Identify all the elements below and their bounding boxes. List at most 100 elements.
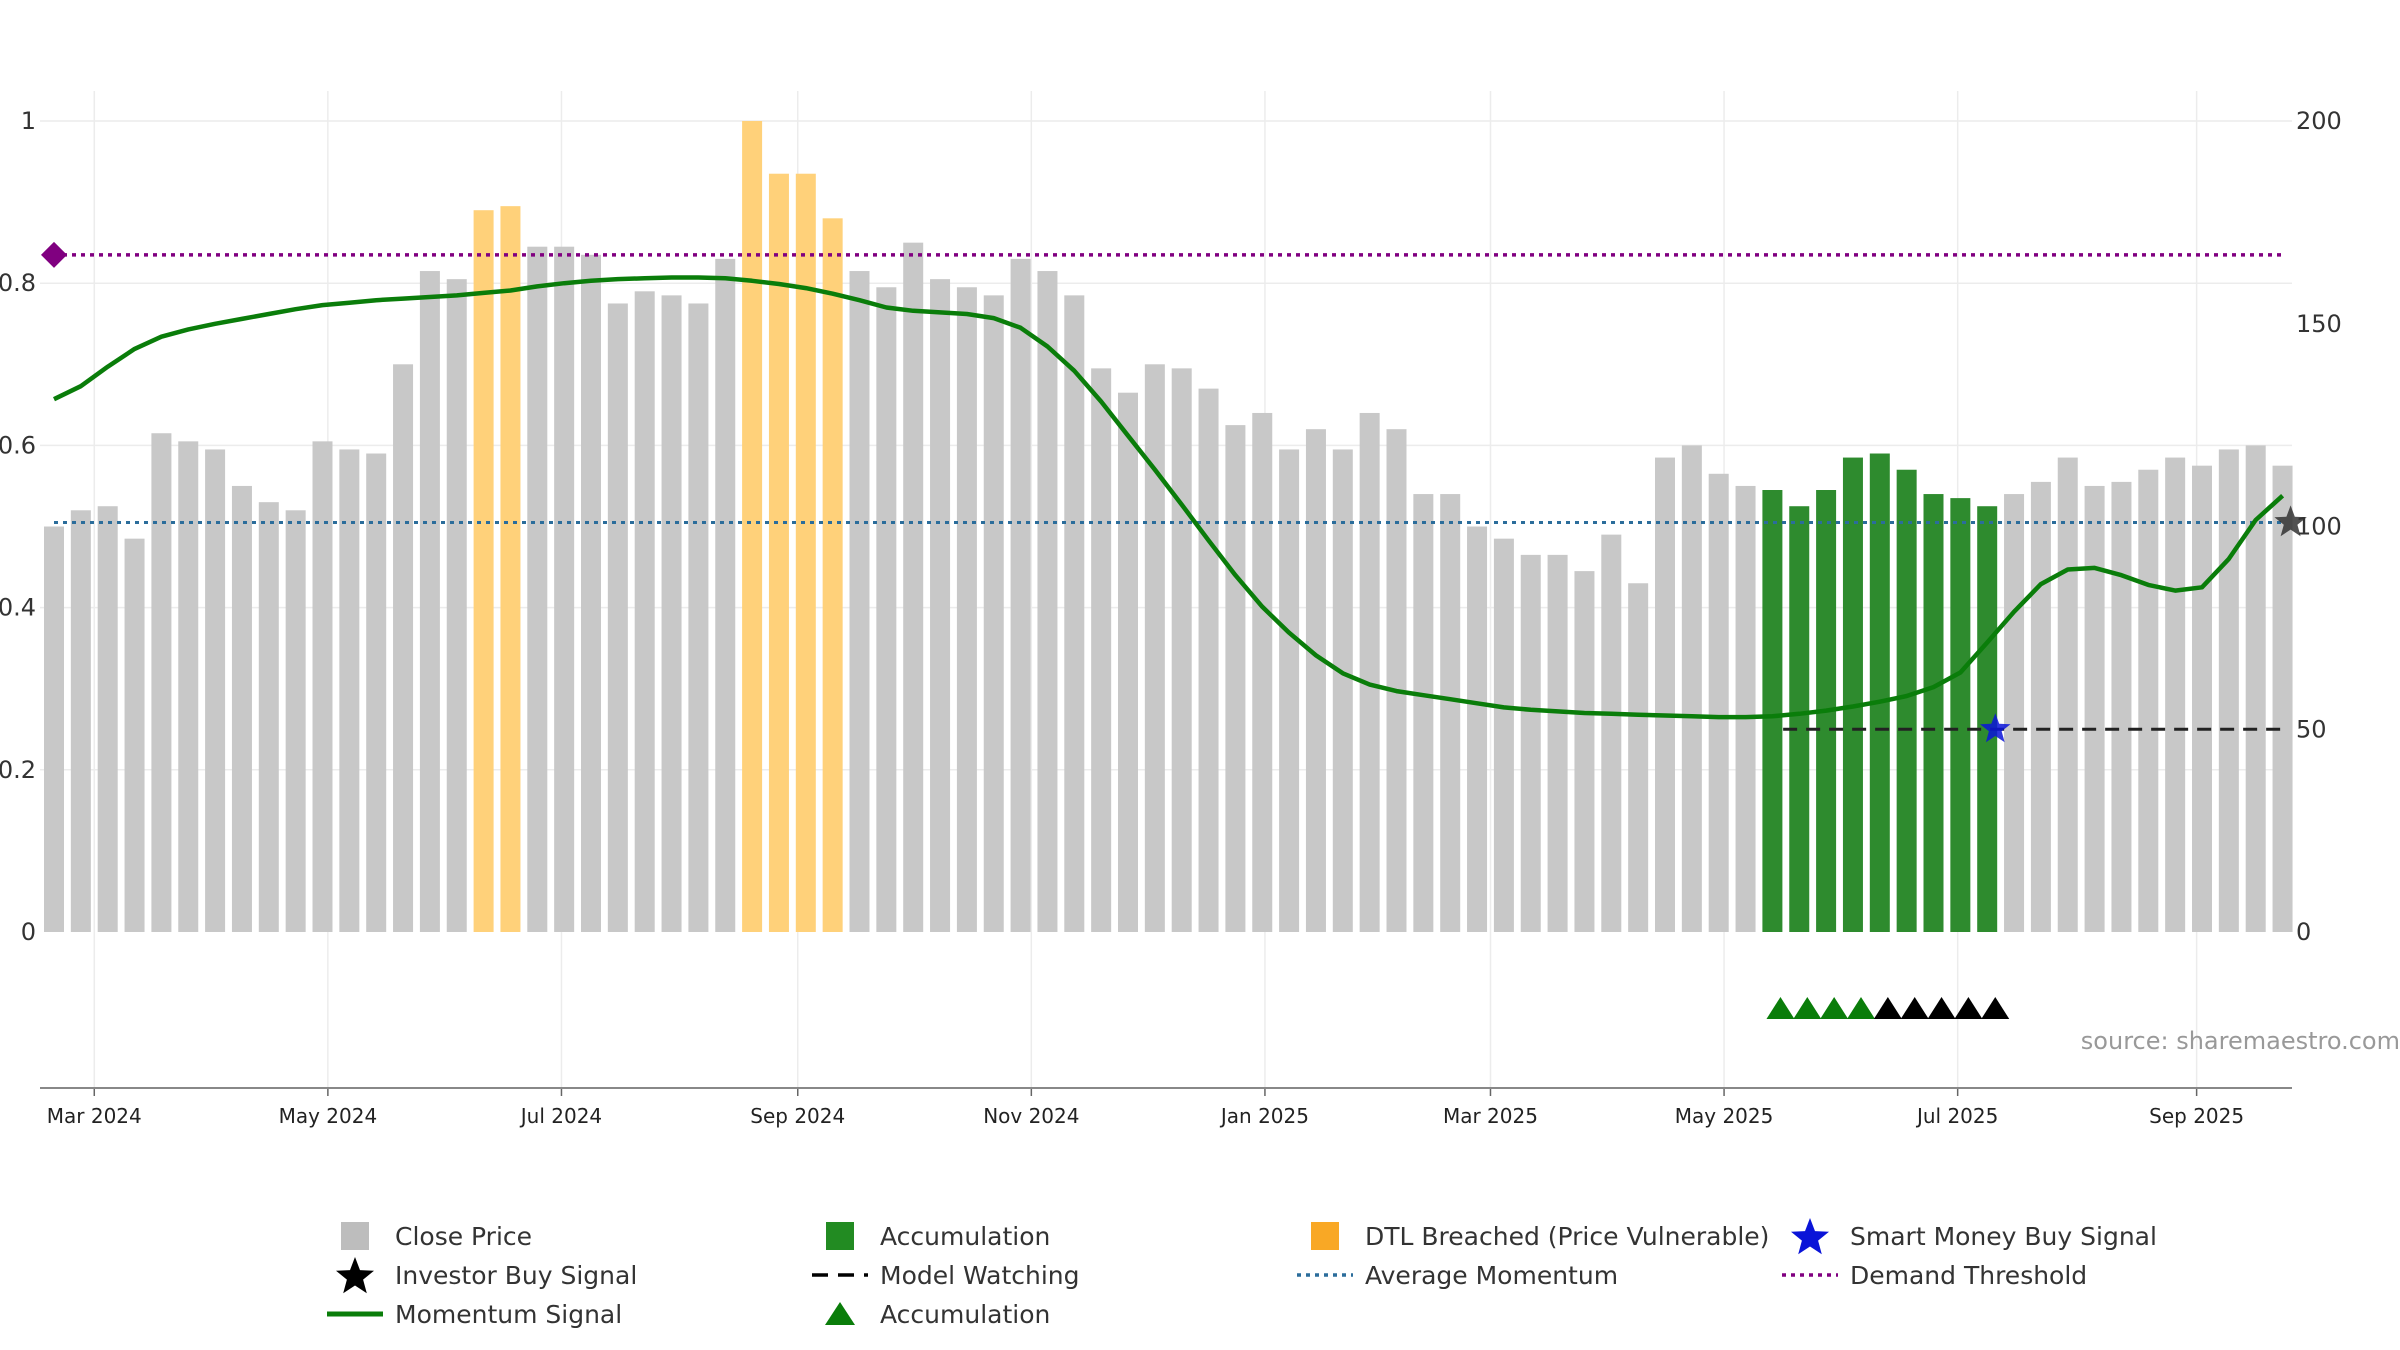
close-price-bar [1950, 498, 1971, 932]
close-price-bar [1896, 469, 1917, 932]
accumulation-triangle [1766, 997, 1795, 1019]
close-price-bar [2138, 469, 2159, 932]
close-price-bar [393, 364, 414, 932]
close-price-bar [1923, 494, 1944, 932]
y-left-tick-label: 0.4 [0, 594, 36, 622]
close-price-bar [97, 506, 118, 932]
close-price-bar [876, 287, 897, 932]
close-price-bar [1547, 554, 1568, 932]
accumulation-triangle [1981, 997, 2010, 1019]
close-price-bar [1305, 429, 1326, 932]
close-price-bar [1118, 392, 1138, 932]
legend-item: Momentum Signal [327, 1300, 622, 1329]
close-price-bar [1520, 554, 1541, 932]
momentum-signal-line [53, 275, 2285, 720]
close-price-bar [1842, 457, 1863, 932]
close-price-bar [1279, 449, 1300, 932]
legend-swatch [341, 1222, 369, 1250]
close-price-bar [903, 242, 924, 932]
close-price-bar [1708, 473, 1729, 932]
signal-markers [41, 241, 2307, 1019]
close-price-bar [231, 485, 252, 932]
close-price-bar [1977, 506, 1998, 932]
close-price-bar [2030, 481, 2051, 932]
legend-item: Close Price [341, 1222, 532, 1251]
close-price-bar [446, 279, 467, 932]
close-price-bar [1762, 490, 1783, 932]
y-right-tick-label: 50 [2296, 715, 2327, 743]
accumulation-triangle [1927, 997, 1956, 1019]
close-price-bar [2245, 445, 2266, 932]
legend-star-icon [1791, 1218, 1829, 1255]
close-price-bar [2218, 449, 2239, 932]
close-price-bar [527, 246, 548, 932]
close-price-bar [822, 218, 843, 932]
close-price-bar [2084, 485, 2105, 932]
legend-label: Smart Money Buy Signal [1850, 1222, 2157, 1251]
close-price-bar [1332, 449, 1353, 932]
x-tick-label: May 2025 [1675, 1104, 1774, 1128]
close-price-bar [688, 303, 709, 933]
close-price-bar [956, 287, 977, 932]
smart-money-buy-signal-star [1980, 713, 2011, 743]
close-price-bar [178, 441, 199, 932]
close-price-bar [1144, 364, 1165, 932]
close-price-bar [419, 271, 440, 932]
legend-item: Accumulation [825, 1300, 1050, 1329]
close-price-bar [1628, 583, 1649, 932]
close-price-bar [742, 121, 763, 932]
close-price-bar [634, 291, 655, 932]
close-price-bar [1493, 538, 1514, 932]
accumulation-triangle [1873, 997, 1902, 1019]
close-price-bar [554, 246, 575, 932]
legend-swatch [826, 1222, 854, 1250]
close-price-bar [44, 526, 64, 932]
close-price-bar [151, 433, 172, 932]
investor-buy-signal-star [2274, 505, 2307, 537]
close-price-bar [795, 173, 816, 933]
accumulation-triangle [1793, 997, 1822, 1019]
x-tick-label: Jan 2025 [1219, 1104, 1309, 1128]
legend-label: Close Price [395, 1222, 532, 1251]
close-price-bar [339, 449, 360, 932]
close-price-bar [205, 449, 226, 932]
close-price-bar [1440, 494, 1461, 932]
close-price-bar [2272, 465, 2293, 932]
close-price-bar [1171, 368, 1192, 933]
x-tick-label: Nov 2024 [983, 1104, 1079, 1128]
close-price-bar [1869, 453, 1890, 932]
y-left-tick-label: 0.6 [0, 431, 36, 459]
close-price-bar [2004, 494, 2025, 932]
legend-label: Model Watching [880, 1261, 1080, 1290]
close-price-bar [768, 173, 789, 933]
accumulation-triangle [1954, 997, 1983, 1019]
legend-label: Momentum Signal [395, 1300, 622, 1329]
demand-threshold-marker [41, 241, 67, 268]
y-right-tick-label: 150 [2296, 310, 2342, 338]
close-price-bar [1574, 571, 1595, 932]
x-tick-label: Sep 2025 [2149, 1104, 2244, 1128]
accumulation-triangle [1900, 997, 1929, 1019]
y-right-tick-label: 200 [2296, 107, 2342, 135]
legend-item: Accumulation [826, 1222, 1050, 1251]
legend-label: DTL Breached (Price Vulnerable) [1365, 1222, 1769, 1251]
close-price-bar [2165, 457, 2186, 932]
accumulation-triangle [1847, 997, 1876, 1019]
close-price-bar [581, 254, 601, 932]
legend-triangle-icon [825, 1302, 855, 1325]
close-price-bar [661, 295, 682, 932]
close-price-bar [1225, 425, 1246, 932]
x-tick-label: May 2024 [279, 1104, 378, 1128]
close-price-bar [1789, 506, 1810, 932]
close-price-bar [258, 502, 279, 932]
y-left-tick-label: 0 [21, 918, 36, 946]
legend-star-icon [336, 1257, 374, 1294]
x-tick-label: Jul 2024 [519, 1104, 602, 1128]
close-price-bar [1386, 429, 1407, 932]
close-price-bar [1359, 412, 1380, 933]
y-right-tick-label: 0 [2296, 918, 2311, 946]
close-price-bar [285, 510, 306, 932]
axes: 0 0.2 0.4 0.6 0.8 1 0 50 100 150 200 Mar 2024 May 20… [0, 107, 2342, 1128]
close-price-bar [1655, 457, 1675, 932]
